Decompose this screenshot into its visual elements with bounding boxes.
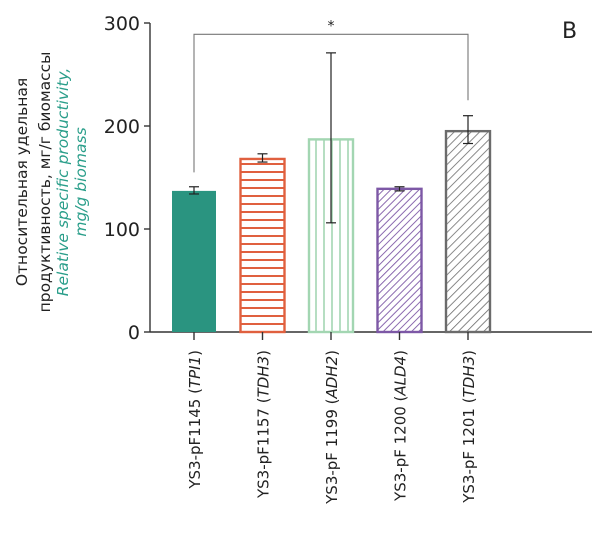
y-tick-label: 200 [104,116,140,138]
bar [444,129,492,334]
y-label-ru-1: Относительная удельная [13,78,31,286]
significance-bracket [193,33,469,173]
x-tick-label: YS3-pF 1199 (ADH2) [323,350,341,505]
y-tick-label: 0 [128,322,140,344]
y-label-en-1: Relative specific productivity, [54,68,72,297]
y-tick-label: 300 [104,13,140,35]
bar [239,157,286,334]
y-tick-label: 100 [104,219,140,241]
x-tick-label: YS3-pF1145 (TPI1) [186,350,204,490]
y-label-ru-2: продуктивность, мг/г биомассы [36,52,54,313]
bar [376,187,423,334]
bar [172,190,216,332]
x-tick-label: YS3-pF 1200 (ALD4) [392,350,410,502]
significance-star: * [328,18,335,34]
x-tick-label: YS3-pF1157 (TDH3) [255,350,273,499]
x-tick-label: YS3-pF 1201 (TDH3) [460,350,478,504]
y-axis-label: Относительная удельная продуктивность, м… [13,52,90,313]
y-label-en-2: mg/g biomass [72,127,90,236]
panel-label: B [562,19,577,44]
